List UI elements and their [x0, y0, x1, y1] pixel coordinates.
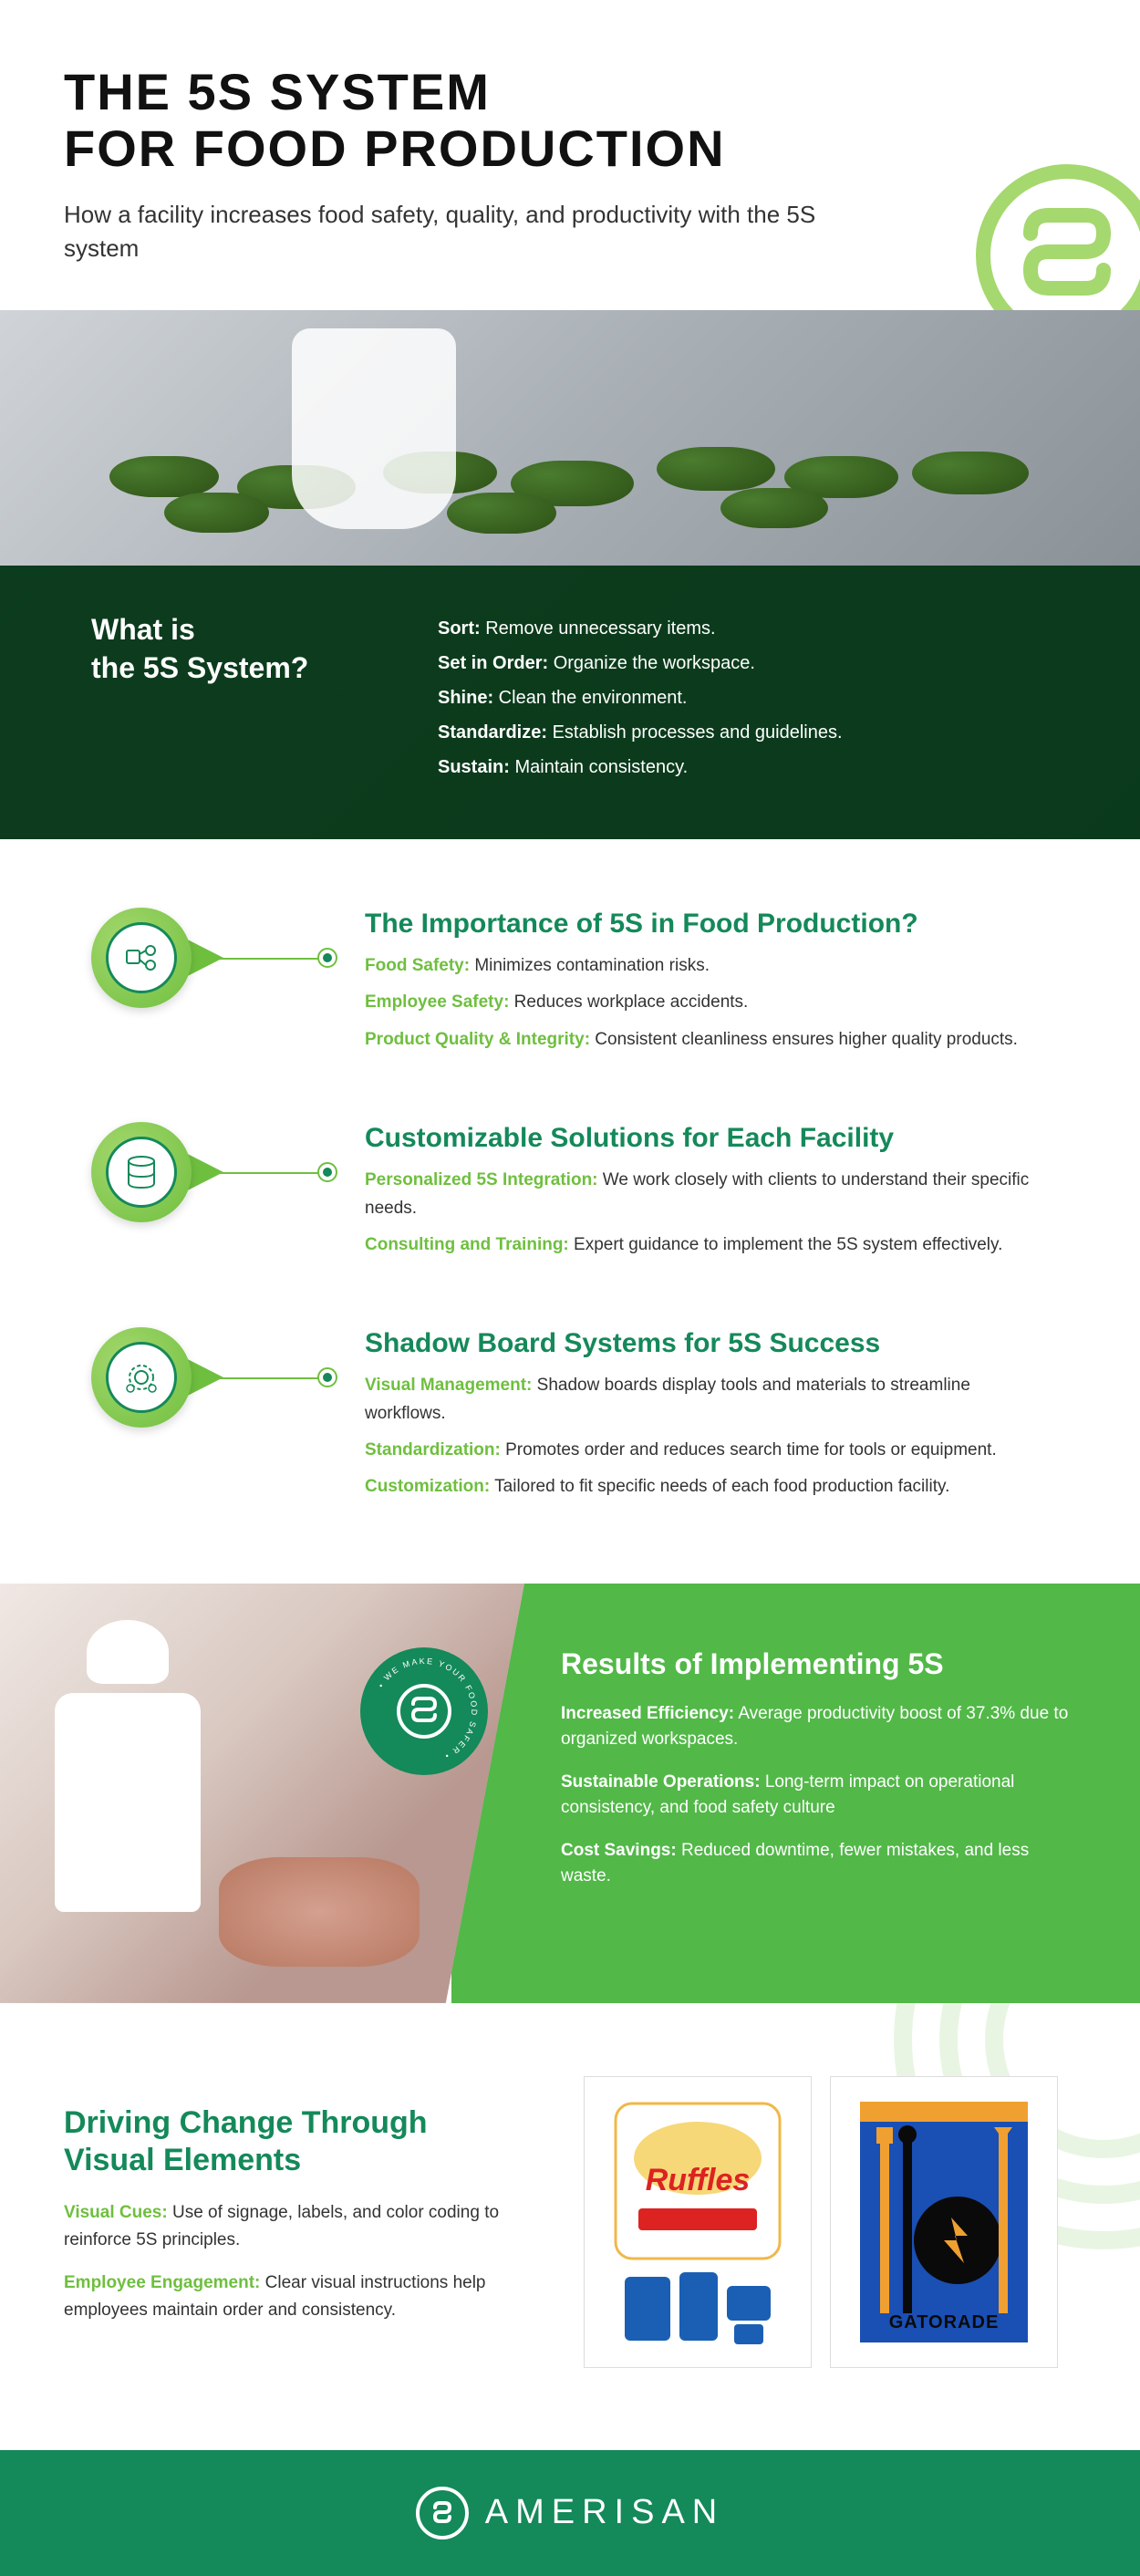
product-gallery: Ruffles GATORADE [565, 2076, 1076, 2368]
feature-importance: The Importance of 5S in Food Production?… [91, 903, 1049, 1063]
feature-item: Food Safety: Minimizes contamination ris… [365, 952, 1049, 980]
what-is-title: What is the 5S System? [91, 611, 383, 687]
main-title: THE 5S SYSTEM FOR FOOD PRODUCTION [64, 64, 1076, 176]
results-item: Cost Savings: Reduced downtime, fewer mi… [561, 1838, 1076, 1890]
gear-icon [91, 1327, 192, 1428]
list-item: Sort: Remove unnecessary items. [438, 611, 1049, 646]
driving-section: Driving Change Through Visual Elements V… [0, 2003, 1140, 2450]
feature-customizable: Customizable Solutions for Each Facility… [91, 1117, 1049, 1268]
feature-item: Visual Management: Shadow boards display… [365, 1372, 1049, 1428]
results-item: Sustainable Operations: Long-term impact… [561, 1770, 1076, 1822]
what-is-list: Sort: Remove unnecessary items. Set in O… [438, 611, 1049, 784]
gatorade-logo-text: GATORADE [889, 2312, 1000, 2332]
footer: AMERISAN [0, 2450, 1140, 2576]
subtitle: How a facility increases food safety, qu… [64, 198, 839, 265]
feature-title: Shadow Board Systems for 5S Success [365, 1328, 1049, 1359]
driving-title: Driving Change Through Visual Elements [64, 2104, 520, 2179]
integration-icon [91, 908, 192, 1008]
ruffles-logo-text: Ruffles [646, 2163, 751, 2197]
list-item: Standardize: Establish processes and gui… [438, 715, 1049, 750]
results-item: Increased Efficiency: Average productivi… [561, 1701, 1076, 1753]
what-is-section: What is the 5S System? Sort: Remove unne… [0, 566, 1140, 839]
title-line2: FOR FOOD PRODUCTION [64, 120, 1076, 177]
product-card-gatorade: GATORADE [830, 2076, 1058, 2368]
safer-badge-icon: • WE MAKE YOUR FOOD SAFER • [360, 1647, 488, 1775]
product-card-ruffles: Ruffles [584, 2076, 812, 2368]
feature-shadow-board: Shadow Board Systems for 5S Success Visu… [91, 1323, 1049, 1511]
results-content: Results of Implementing 5S Increased Eff… [451, 1584, 1140, 2003]
title-line1: THE 5S SYSTEM [64, 64, 1076, 120]
footer-logo-icon [416, 2487, 469, 2540]
results-image: • WE MAKE YOUR FOOD SAFER • [0, 1584, 524, 2003]
results-section: • WE MAKE YOUR FOOD SAFER • Results of I… [0, 1584, 1140, 2003]
database-icon [91, 1122, 192, 1222]
features-section: The Importance of 5S in Food Production?… [0, 839, 1140, 1584]
feature-item: Employee Safety: Reduces workplace accid… [365, 989, 1049, 1016]
feature-item: Product Quality & Integrity: Consistent … [365, 1026, 1049, 1054]
hero-image [0, 310, 1140, 566]
footer-brand: AMERISAN [485, 2493, 724, 2532]
driving-item: Employee Engagement: Clear visual instru… [64, 2270, 520, 2325]
header: THE 5S SYSTEM FOR FOOD PRODUCTION How a … [0, 0, 1140, 310]
feature-title: Customizable Solutions for Each Facility [365, 1123, 1049, 1154]
feature-title: The Importance of 5S in Food Production? [365, 909, 1049, 940]
feature-item: Customization: Tailored to fit specific … [365, 1473, 1049, 1501]
feature-item: Personalized 5S Integration: We work clo… [365, 1167, 1049, 1222]
results-title: Results of Implementing 5S [561, 1647, 1076, 1681]
feature-item: Standardization: Promotes order and redu… [365, 1437, 1049, 1464]
list-item: Set in Order: Organize the workspace. [438, 646, 1049, 680]
list-item: Shine: Clean the environment. [438, 680, 1049, 715]
driving-item: Visual Cues: Use of signage, labels, and… [64, 2199, 520, 2255]
worker-icon [27, 1620, 228, 1967]
feature-item: Consulting and Training: Expert guidance… [365, 1231, 1049, 1259]
list-item: Sustain: Maintain consistency. [438, 750, 1049, 784]
